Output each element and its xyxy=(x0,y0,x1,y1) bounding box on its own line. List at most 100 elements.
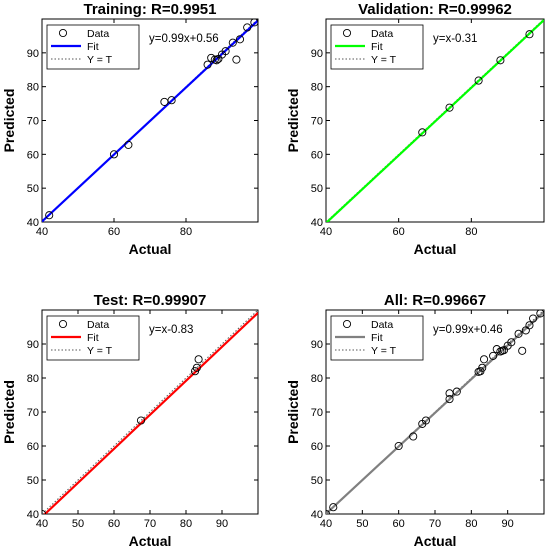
data-point xyxy=(489,351,498,360)
x-tick-label: 80 xyxy=(465,226,477,238)
data-point xyxy=(452,387,461,396)
y-tick-label: 90 xyxy=(27,48,39,60)
x-tick-label: 40 xyxy=(36,518,48,530)
data-point xyxy=(514,329,523,338)
legend-label-identity: Y = T xyxy=(371,54,397,66)
y-tick-label: 40 xyxy=(27,509,39,521)
legend-label-identity: Y = T xyxy=(371,345,397,357)
legend-label-identity: Y = T xyxy=(87,345,113,357)
fit-line xyxy=(42,19,258,222)
x-tick-label: 60 xyxy=(108,518,120,530)
data-point xyxy=(445,103,454,112)
data-point xyxy=(221,47,230,56)
x-tick-label: 90 xyxy=(502,518,514,530)
x-tick-label: 60 xyxy=(108,226,120,238)
y-tick-label: 90 xyxy=(27,339,39,351)
data-point xyxy=(525,30,534,39)
data-point xyxy=(326,509,331,514)
x-tick-label: 40 xyxy=(36,226,48,238)
data-point xyxy=(232,55,241,64)
y-tick-label: 50 xyxy=(27,475,39,487)
legend-label-identity: Y = T xyxy=(87,54,113,66)
y-tick-label: 60 xyxy=(311,149,323,161)
fit-equation: y=0.99x+0.46 xyxy=(433,324,503,336)
y-tick-label: 60 xyxy=(311,441,323,453)
x-tick-label: 60 xyxy=(393,518,405,530)
x-axis-label: Actual xyxy=(129,241,172,257)
plot-area xyxy=(42,310,258,514)
data-point xyxy=(45,211,54,220)
y-tick-label: 50 xyxy=(27,183,39,195)
x-tick-label: 80 xyxy=(465,518,477,530)
chart-title: All: R=0.99667 xyxy=(384,292,486,309)
data-point xyxy=(136,416,146,425)
legend-marker-data xyxy=(58,28,68,38)
y-tick-label: 80 xyxy=(311,82,323,94)
data-point xyxy=(42,509,47,514)
chart-panel-1: Training: R=0.9951 40 60 80 40 50 60 70 80 90 Actu… xyxy=(1,1,259,257)
chart-panel-2: Validation: R=0.99962 40 60 80 40 50 60 70 80 90 A… xyxy=(285,1,545,257)
chart-title: Validation: R=0.99962 xyxy=(358,1,512,18)
legend-label-fit: Fit xyxy=(371,332,383,344)
chart-panel-4: All: R=0.99667 40 50 60 70 80 90 40 50 60 70 80 90 Ac… xyxy=(285,292,545,549)
data-point xyxy=(478,363,487,372)
chart-panel-3: Test: R=0.99907 40 50 60 70 80 90 40 50 60 70 80 90 A… xyxy=(1,292,259,549)
x-axis-label: Actual xyxy=(129,533,172,549)
x-tick-label: 60 xyxy=(393,226,405,238)
data-point xyxy=(194,355,203,364)
y-axis-label: Predicted xyxy=(1,89,17,153)
y-tick-label: 80 xyxy=(27,82,39,94)
y-tick-label: 40 xyxy=(311,217,323,229)
y-axis-label: Predicted xyxy=(285,380,301,444)
legend-label-fit: Fit xyxy=(371,41,383,53)
data-point xyxy=(507,338,516,347)
y-tick-label: 60 xyxy=(27,149,39,161)
data-point xyxy=(394,441,403,451)
data-point xyxy=(496,56,505,65)
data-point xyxy=(479,355,489,364)
data-point xyxy=(474,76,483,85)
identity-line xyxy=(42,310,258,514)
data-point xyxy=(536,310,544,318)
data-point xyxy=(250,19,258,27)
chart-title: Training: R=0.9951 xyxy=(84,1,217,18)
legend-marker-data xyxy=(342,28,352,38)
legend-label-data: Data xyxy=(87,28,109,40)
y-tick-label: 50 xyxy=(311,475,323,487)
y-axis-label: Predicted xyxy=(285,89,301,153)
legend-marker-data xyxy=(342,319,352,329)
y-tick-label: 40 xyxy=(311,509,323,521)
plot-area xyxy=(326,19,544,222)
data-point xyxy=(192,363,201,372)
fit-equation: y=x-0.31 xyxy=(433,33,477,45)
y-tick-label: 70 xyxy=(311,407,323,419)
data-point xyxy=(329,503,338,512)
data-point xyxy=(212,56,221,65)
x-tick-label: 50 xyxy=(356,518,368,530)
y-tick-label: 60 xyxy=(27,441,39,453)
data-point xyxy=(243,23,252,32)
y-tick-label: 70 xyxy=(311,116,323,128)
fit-line xyxy=(43,312,258,514)
y-tick-label: 70 xyxy=(27,116,39,128)
legend-label-fit: Fit xyxy=(87,332,99,344)
x-tick-label: 70 xyxy=(429,518,441,530)
y-tick-label: 90 xyxy=(311,48,323,60)
y-tick-label: 40 xyxy=(27,217,39,229)
y-tick-label: 70 xyxy=(27,407,39,419)
legend-label-data: Data xyxy=(371,28,393,40)
x-tick-label: 90 xyxy=(216,518,228,530)
fit-equation: y=0.99x+0.56 xyxy=(149,33,219,45)
chart-title: Test: R=0.99907 xyxy=(94,292,207,309)
data-point xyxy=(228,38,237,47)
x-tick-label: 70 xyxy=(144,518,156,530)
legend-label-fit: Fit xyxy=(87,41,99,53)
fit-line xyxy=(326,311,544,514)
y-tick-label: 50 xyxy=(311,183,323,195)
data-point xyxy=(529,314,538,323)
y-tick-label: 80 xyxy=(311,373,323,385)
x-axis-label: Actual xyxy=(414,533,457,549)
